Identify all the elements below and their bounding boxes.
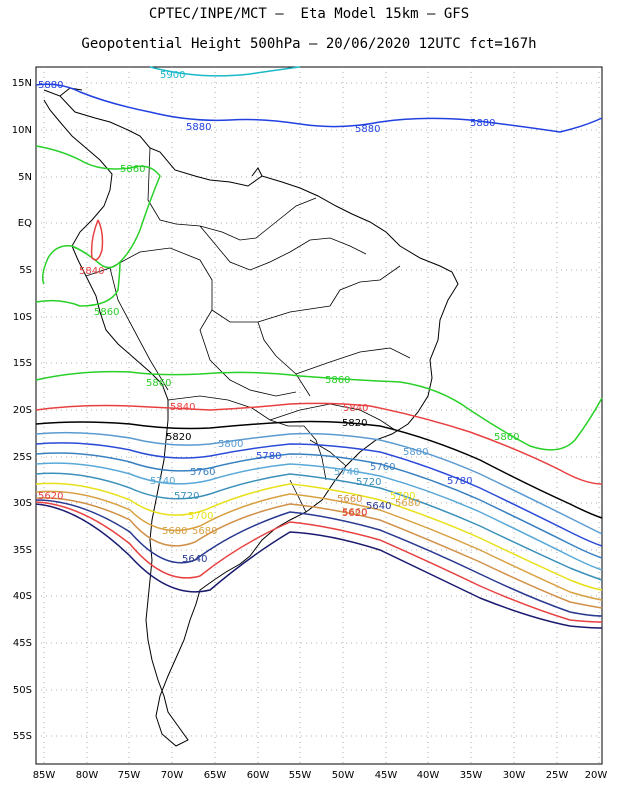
title-line-1: CPTEC/INPE/MCT – Eta Model 15km – GFS [148,6,470,22]
contour-5900 [149,66,301,77]
title-line-2: Geopotential Height 500hPa – 20/06/2020 … [81,36,537,52]
lat-label: 15N [12,78,32,89]
lat-label: 10S [13,312,32,323]
contour-label-5880: 5880 [186,122,211,133]
contour-label-5820: 5820 [342,418,367,429]
contour-5600 [35,503,603,629]
contour-5760 [35,452,603,559]
contour-label-5660: 5660 [342,507,367,518]
lon-label: 40W [417,770,440,781]
country-borders [85,147,411,513]
lon-label: 75W [118,770,141,781]
lat-label: 30S [13,498,32,509]
contour-labels: 5900 5880 5880 5880 5880 5860 5860 5860 … [38,70,519,565]
contour-label-5620: 5620 [342,508,367,519]
lon-label: 20W [585,770,608,781]
map-frame [35,66,603,765]
contour-label-5840: 5840 [170,402,195,413]
contour-label-5840: 5840 [79,266,104,277]
lat-label: 20S [13,405,32,416]
contour-5660 [35,497,603,609]
contour-label-5840: 5840 [343,403,368,414]
lat-label: 55S [13,731,32,742]
lat-label: 35S [13,545,32,556]
contour-label-5780: 5780 [447,476,472,487]
contour-label-5740: 5740 [334,467,359,478]
contour-label-5880: 5880 [470,118,495,129]
contour-label-5880: 5880 [38,80,63,91]
lon-axis: 85W 80W 75W 70W 65W 60W 55W 50W 45W 40W … [33,770,608,781]
contour-5860c [35,370,603,451]
lon-label: 85W [33,770,56,781]
lat-label: 45S [13,638,32,649]
contour-label-5720: 5720 [174,491,199,502]
contour-label-5660: 5660 [337,494,362,505]
contour-5720 [35,472,603,581]
contour-label-5640: 5640 [366,501,391,512]
contour-label-5680: 5680 [192,526,217,537]
lon-label: 50W [332,770,355,781]
graticule [36,67,602,764]
lat-label: EQ [18,218,32,229]
lon-label: 60W [247,770,270,781]
contours [35,66,603,629]
contour-label-5800: 5800 [218,439,243,450]
lon-label: 80W [76,770,99,781]
contour-label-5700: 5700 [390,491,415,502]
lat-label: 40S [13,591,32,602]
contour-label-5700: 5700 [188,511,213,522]
contour-label-5860: 5860 [94,307,119,318]
contour-label-5720: 5720 [356,477,381,488]
contour-label-5680: 5680 [395,498,420,509]
contour-label-5680: 5680 [162,526,187,537]
contour-5860b [35,261,121,307]
lon-label: 25W [546,770,569,781]
contour-label-5780: 5780 [256,451,281,462]
lon-label: 30W [503,770,526,781]
contour-5860 [35,145,161,285]
contour-label-5860: 5860 [146,378,171,389]
contour-5820 [35,420,603,519]
contour-label-5860: 5860 [120,164,145,175]
contour-5680 [35,490,603,601]
contour-label-5820: 5820 [166,432,191,443]
contour-5640 [35,499,603,617]
contour-label-5620: 5620 [38,491,63,502]
contour-label-5900: 5900 [160,70,185,81]
lon-label: 70W [161,770,184,781]
contour-label-5880: 5880 [355,124,380,135]
contour-5780 [35,442,603,547]
lat-label: 15S [13,358,32,369]
lat-label: 5N [18,172,32,183]
contour-5700 [35,482,603,591]
contour-label-5640: 5640 [182,554,207,565]
contour-5840-loop [90,219,104,261]
contour-5840 [35,402,603,485]
contour-label-5760: 5760 [370,462,395,473]
lon-label: 55W [289,770,312,781]
lon-label: 65W [204,770,227,781]
contour-5800 [35,431,603,535]
lat-label: 5S [19,265,32,276]
contour-label-5860: 5860 [494,432,519,443]
lat-axis: 15N 10N 5N EQ 5S 10S 15S 20S 25S 30S 35S… [12,78,32,742]
contour-5620 [35,501,603,623]
contour-label-5760: 5760 [190,467,215,478]
contour-5880 [35,83,603,133]
contour-label-5740: 5740 [150,476,175,487]
contour-label-5800: 5800 [403,447,428,458]
lon-label: 45W [375,770,398,781]
lat-label: 10N [12,125,32,136]
lat-label: 50S [13,685,32,696]
lat-label: 25S [13,452,32,463]
contour-label-5860: 5860 [325,375,350,386]
contour-5740 [35,462,603,571]
lon-label: 35W [460,770,483,781]
